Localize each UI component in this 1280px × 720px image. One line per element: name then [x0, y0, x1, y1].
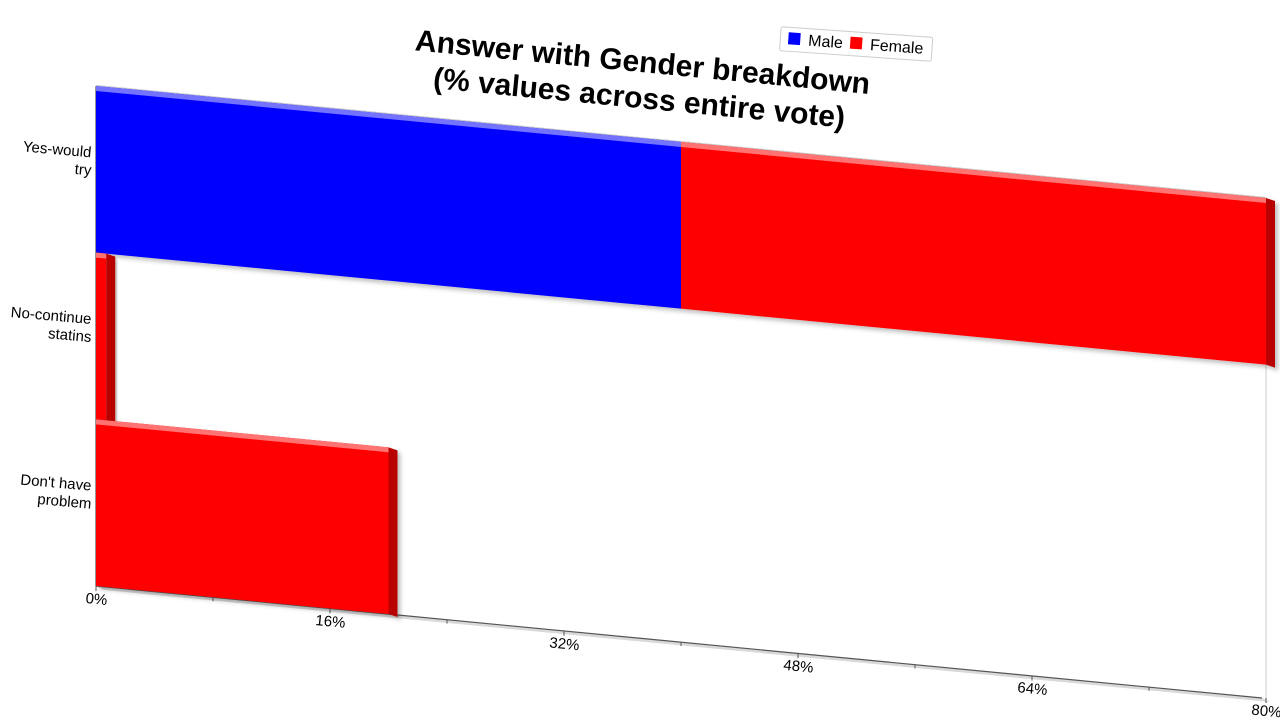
- x-axis-line: [95, 585, 1263, 699]
- legend-swatch-male: [787, 32, 801, 46]
- bar-top-face: [96, 419, 389, 453]
- bar-side-face: [388, 447, 398, 617]
- x-axis-ticks: 0% 16% 32% 48% 64% 80%: [85, 586, 1280, 720]
- category-label-line: Yes-would: [22, 138, 92, 161]
- bar-top-face: [96, 252, 107, 259]
- bar-top-face: [681, 142, 1266, 203]
- bar-female-1: [96, 252, 116, 424]
- category-label-line: No-continue: [10, 304, 92, 328]
- bar-face: [96, 419, 389, 614]
- legend-label-female: Female: [869, 37, 924, 58]
- x-tick-label: 48%: [783, 657, 815, 677]
- bar-face: [96, 252, 107, 421]
- bar-side-face: [1266, 198, 1275, 368]
- bars: [96, 86, 1275, 617]
- bar-female-2: [96, 419, 398, 617]
- x-tick-label: 64%: [1017, 679, 1049, 699]
- x-tick-label: 32%: [549, 634, 581, 654]
- x-tick-label: 80%: [1251, 702, 1280, 720]
- legend-swatch-female: [849, 36, 863, 50]
- bar-female-0: [681, 142, 1275, 368]
- bar-side-face: [106, 253, 116, 424]
- bar-male-0: [96, 86, 681, 309]
- legend-label-male: Male: [808, 33, 844, 52]
- bar-face: [681, 142, 1266, 365]
- category-label-line: statins: [47, 325, 92, 346]
- floor-shadow: [96, 586, 1270, 702]
- x-tick-label: 0%: [85, 590, 108, 609]
- legend: Male Female: [779, 26, 934, 62]
- category-label-line: Don't have: [20, 472, 92, 495]
- x-tick-label: 16%: [315, 612, 347, 632]
- category-label-line: try: [74, 161, 93, 179]
- bar-top-face: [96, 86, 681, 147]
- category-label-line: problem: [37, 491, 92, 513]
- bar-face: [96, 86, 681, 309]
